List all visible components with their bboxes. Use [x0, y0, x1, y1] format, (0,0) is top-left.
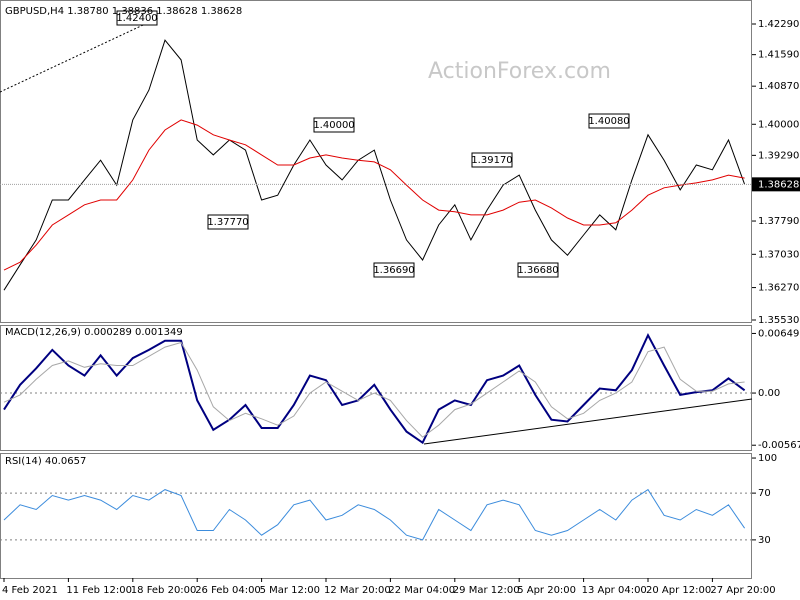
last-price-label: 1.38628	[758, 179, 799, 190]
macd-trend-line	[423, 398, 753, 445]
y-tick-label: 70	[758, 488, 771, 499]
x-tick-label: 13 Apr 04:00	[582, 585, 647, 596]
y-tick-label: 1.35530	[758, 315, 799, 326]
x-tick-label: 5 Mar 12:00	[260, 585, 320, 596]
annotation: 1.36690	[373, 265, 414, 276]
macd-panel	[0, 325, 752, 451]
annotation: 1.40000	[313, 120, 354, 131]
annotation-box	[207, 214, 249, 230]
y-tick-label: 1.36270	[758, 283, 799, 294]
y-tick-label: 1.37030	[758, 249, 799, 260]
x-tick-label: 4 Feb 2021	[2, 585, 58, 596]
y-tick-label: 0.00649	[758, 328, 799, 339]
last-price-box	[752, 177, 800, 192]
panel-title: MACD(12,26,9) 0.000289 0.001349	[5, 327, 183, 338]
x-tick-label: 12 Mar 20:00	[324, 585, 391, 596]
annotation: 1.42400	[116, 13, 157, 24]
annotation-box	[373, 262, 415, 278]
y-tick-label: 1.39290	[758, 150, 799, 161]
y-tick-label: 1.40000	[758, 119, 799, 130]
watermark: ActionForex.com	[428, 59, 611, 84]
annotation-box	[313, 117, 355, 133]
y-tick-label: -0.005679	[758, 440, 800, 451]
x-tick-label: 11 Feb 12:00	[66, 585, 132, 596]
y-tick-label: 1.41590	[758, 50, 799, 61]
y-tick-label: 0.00	[758, 388, 780, 399]
panel-title: RSI(14) 40.0657	[5, 456, 86, 467]
annotation: 1.37770	[207, 217, 248, 228]
series-line	[3, 119, 745, 271]
y-tick-label: 100	[758, 453, 777, 464]
annotation-box	[116, 10, 158, 26]
x-tick-label: 18 Feb 20:00	[131, 585, 197, 596]
annotation-box	[517, 262, 559, 278]
panel-title: GBPUSD,H4 1.38780 1.38836 1.38628 1.3862…	[5, 6, 242, 17]
annotation-box	[588, 113, 630, 129]
x-tick-label: 27 Apr 20:00	[710, 585, 775, 596]
x-tick-label: 5 Apr 20:00	[517, 585, 576, 596]
x-tick-label: 26 Feb 04:00	[195, 585, 261, 596]
y-tick-label: 30	[758, 535, 771, 546]
x-tick-label: 29 Mar 12:00	[453, 585, 520, 596]
annotation-box	[471, 152, 513, 168]
y-tick-label: 1.40870	[758, 81, 799, 92]
series-line	[3, 341, 745, 438]
series-line	[3, 39, 746, 291]
rsi-panel	[0, 453, 752, 579]
series-line	[3, 488, 746, 541]
y-tick-label: 1.42290	[758, 19, 799, 30]
annotation: 1.36680	[517, 265, 558, 276]
x-tick-label: 22 Mar 04:00	[388, 585, 455, 596]
price-panel	[0, 0, 752, 323]
x-tick-label: 20 Apr 12:00	[646, 585, 711, 596]
y-tick-label: 1.37790	[758, 216, 799, 227]
annotation: 1.39170	[471, 155, 512, 166]
series-line	[3, 332, 746, 445]
trend-line	[0, 17, 159, 93]
annotation: 1.40080	[588, 116, 629, 127]
